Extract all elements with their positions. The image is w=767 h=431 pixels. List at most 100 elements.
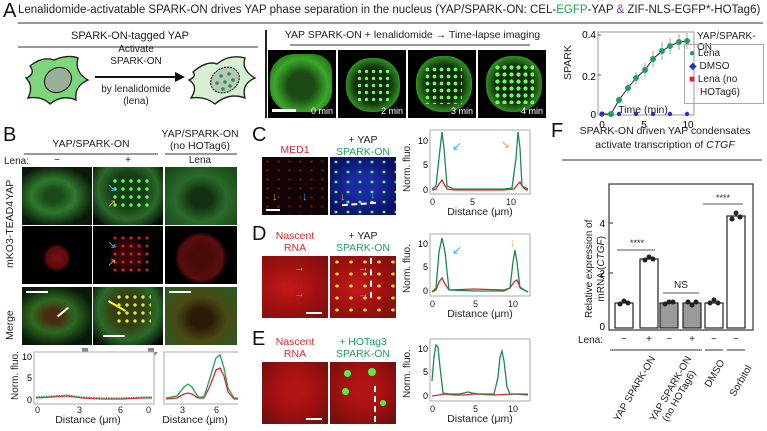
svg-text:↘: ↘ xyxy=(500,137,510,151)
d-xtick: 5 xyxy=(473,299,479,309)
b-xtick: 0 xyxy=(35,405,41,415)
c-xlabel: Distance (μm) xyxy=(447,206,513,218)
spark-x-label: Time (min) xyxy=(618,104,668,116)
e-img-merge xyxy=(330,362,396,424)
orange-arrow-icon: → xyxy=(294,262,305,274)
blue-arrow-icon: ↓ xyxy=(370,189,376,201)
scale-bar xyxy=(266,209,280,211)
arrow-label-bottom: by lenalidomide (lena) xyxy=(101,84,171,107)
svg-text:0: 0 xyxy=(423,391,428,401)
arrow-label-top: Activate SPARK-ON xyxy=(110,44,162,67)
scale-bar xyxy=(26,291,48,293)
orange-arrow-icon: ↓ xyxy=(272,191,278,203)
d-xlabel: Distance (μm) xyxy=(447,308,513,320)
c-profile-chart: 10 5 0 ↙ ↘ xyxy=(414,128,534,198)
svg-text:10: 10 xyxy=(22,352,32,362)
c-right-label: + YAP SPARK-ON xyxy=(335,134,391,158)
f-group-rule xyxy=(705,349,723,351)
b-xtick: 6 xyxy=(118,405,124,415)
panel-label-e: E xyxy=(252,328,266,350)
b-img-mko3-nohotag xyxy=(165,226,237,284)
c-img-med1: ↓ ↓ xyxy=(262,157,328,215)
svg-text:0.2: 0.2 xyxy=(582,72,596,83)
d-ylabel: Norm. fluo. xyxy=(402,244,413,293)
e-xtick: 10 xyxy=(508,404,519,414)
svg-text:5: 5 xyxy=(423,160,428,170)
f-group-rule xyxy=(610,349,660,351)
timelapse-image-0: 0 min xyxy=(268,50,336,118)
b-img-yap-plus: ↘ ↗ xyxy=(93,167,163,225)
f-group-rule xyxy=(655,349,702,351)
svg-text:5: 5 xyxy=(423,367,428,377)
spark-legend: ● Lena ◆ DMSO ■ Lena (no HOTag6) xyxy=(684,44,764,104)
f-group-dmso: DMSO xyxy=(703,358,728,390)
f-group-no-hotag6: YAP SPARK-ON (no HOTag6) xyxy=(648,354,699,424)
b-img-yap-minus xyxy=(22,167,92,225)
b-xlabel-2: Distance (μm) xyxy=(162,414,228,426)
b-xtick: 3 xyxy=(77,405,83,415)
panel-label-d: D xyxy=(252,223,267,245)
b-img-mko3-plus: ↘ ↗ xyxy=(93,226,163,284)
scale-bar xyxy=(169,291,191,293)
b-row-merge: Merge xyxy=(4,310,16,340)
svg-text:10: 10 xyxy=(682,120,694,131)
svg-text:2: 2 xyxy=(599,269,605,280)
blue-arrow-icon: → xyxy=(358,288,369,300)
d-profile-chart: 10 5 0 ↙ ↓ xyxy=(414,232,534,300)
svg-text:5: 5 xyxy=(641,120,647,131)
f-title-rule xyxy=(562,159,762,161)
line-profile-marker xyxy=(370,258,372,298)
e-left-label: Nascent RNA xyxy=(275,336,315,360)
scale-bar xyxy=(103,335,125,337)
svg-text:0: 0 xyxy=(27,395,32,405)
e-ylabel: Norm. fluo. xyxy=(402,349,413,398)
panel-label-b: B xyxy=(3,124,17,146)
svg-text:10: 10 xyxy=(418,239,428,249)
b-col-lena: Lena xyxy=(188,155,212,166)
spark-chart: 0.4 0.2 0 0 5 10 xyxy=(576,30,696,135)
b-img-merge-minus xyxy=(22,287,92,345)
timelapse-title: YAP SPARK-ON + lenalidomide → Time-lapse… xyxy=(284,29,541,41)
f-sig-2: **** xyxy=(715,193,730,203)
b-group2-rule xyxy=(165,153,237,155)
timelapse-image-2: 3 min xyxy=(408,50,476,118)
line-profile-marker xyxy=(374,386,376,422)
b-row-mko3: mKO3-TEAD4 xyxy=(4,200,16,268)
panel-label-a: A xyxy=(3,0,17,22)
timelapse-rule xyxy=(290,44,530,46)
c-img-merge: ↓ ↓ xyxy=(330,157,396,215)
b-xtick: 0 xyxy=(146,405,152,415)
f-bar-chart: 2 4 0 xyxy=(595,182,755,334)
blue-arrow-icon: → xyxy=(294,288,305,300)
f-sig-ns: NS xyxy=(674,280,688,291)
e-profile-chart: 10 5 0 xyxy=(414,337,534,405)
f-lena-sign: − xyxy=(666,334,672,345)
cell-before-icon xyxy=(22,52,92,110)
svg-text:5: 5 xyxy=(27,373,32,383)
panel-a-divider xyxy=(265,30,267,118)
svg-text:10: 10 xyxy=(418,344,428,354)
d-img-merge: → → xyxy=(330,256,396,318)
c-xtick: 0 xyxy=(430,197,436,207)
timelapse-image-1: 2 min xyxy=(338,50,406,118)
e-xlabel: Distance (μm) xyxy=(447,413,513,425)
d-xtick: 10 xyxy=(508,299,519,309)
b-xlabel-1: Distance (μm) xyxy=(55,414,121,426)
cell-after-icon xyxy=(185,52,260,110)
scale-bar xyxy=(306,312,322,314)
b-col-plus: + xyxy=(125,155,131,166)
svg-text:5: 5 xyxy=(423,262,428,272)
b-img-mko3-minus xyxy=(22,226,92,284)
f-lena-sign: − xyxy=(711,334,717,345)
schematic-title: SPARK-ON-tagged YAP xyxy=(71,30,189,42)
b-col-minus: − xyxy=(54,155,60,166)
spark-y-label: SPARK xyxy=(562,45,574,80)
circle-marker-icon: ● xyxy=(689,48,696,59)
square-marker-icon: ■ xyxy=(689,74,696,85)
timelapse-image-3: 4 min xyxy=(478,50,546,118)
b-img-merge-nohotag xyxy=(165,287,237,345)
scale-bar xyxy=(306,418,322,420)
d-left-label: Nascent RNA xyxy=(275,230,315,254)
blue-arrow-icon: ↓ xyxy=(302,191,308,203)
b-group1: YAP/SPARK-ON xyxy=(52,138,130,150)
